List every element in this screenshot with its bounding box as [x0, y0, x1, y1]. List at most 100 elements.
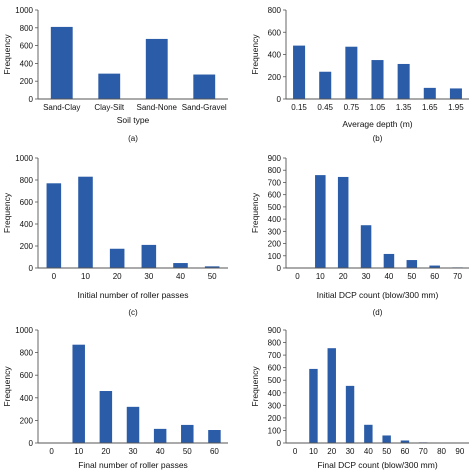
- x-tick-label: 1.95: [448, 103, 464, 112]
- bar-1.65: [423, 87, 436, 99]
- bar-1.95: [449, 88, 462, 99]
- bar-60: [429, 265, 440, 268]
- y-tick-label: 600: [268, 28, 282, 37]
- y-tick-label: 300: [268, 401, 282, 410]
- y-tick-label: 400: [20, 59, 34, 68]
- x-tick-label: 50: [208, 272, 217, 281]
- y-tick-label: 700: [268, 178, 282, 187]
- bar-Clay-Silt: [98, 73, 121, 99]
- x-tick-label: Clay-Silt: [94, 103, 125, 112]
- y-tick-label: 600: [268, 191, 282, 200]
- y-tick-label: 300: [268, 227, 282, 236]
- y-tick-label: 1000: [15, 154, 33, 163]
- y-tick-label: 800: [268, 6, 282, 15]
- y-tick-label: 100: [268, 252, 282, 261]
- x-tick-label: Sand-None: [137, 103, 178, 112]
- bar-10: [72, 344, 85, 443]
- y-tick-label: 200: [20, 77, 34, 86]
- bar-10: [78, 176, 93, 268]
- y-tick-label: 400: [268, 215, 282, 224]
- y-tick-label: 400: [20, 394, 34, 403]
- bar-60: [208, 430, 221, 443]
- chart-panel-5: 0 200 400 600 800 1000 0 10 20 30 40 50 60 Frequency F…: [2, 326, 228, 470]
- x-axis-label: Average depth (m): [342, 119, 412, 129]
- y-tick-label: 0: [29, 95, 34, 104]
- y-tick-label: 500: [268, 376, 282, 385]
- y-tick-label: 1000: [15, 6, 33, 15]
- x-tick-label: 50: [183, 447, 192, 456]
- y-axis-label: Frequency: [2, 192, 12, 233]
- bar-50: [382, 435, 391, 443]
- y-tick-label: 400: [268, 389, 282, 398]
- y-tick-label: 600: [20, 371, 34, 380]
- y-tick-label: 200: [268, 414, 282, 423]
- x-axis-label: Soil type: [117, 115, 150, 125]
- x-axis-label: Final number of roller passes: [78, 460, 188, 470]
- y-tick-label: 900: [268, 154, 282, 163]
- y-tick-label: 0: [29, 264, 34, 273]
- bar-20: [327, 348, 336, 443]
- x-tick-label: 40: [176, 272, 185, 281]
- chart-panel-3: 0 200 400 600 800 1000 0 10 20 30 40 50 Frequency Ini…: [2, 154, 228, 317]
- y-tick-label: 800: [268, 339, 282, 348]
- y-tick-label: 0: [277, 95, 282, 104]
- x-tick-label: 10: [316, 272, 325, 281]
- x-tick-label: 80: [437, 447, 446, 456]
- y-tick-label: 800: [20, 24, 34, 33]
- x-tick-label: 20: [339, 272, 348, 281]
- x-tick-label: 0: [52, 272, 57, 281]
- x-axis-label: Initial DCP count (blow/300 mm): [317, 290, 439, 300]
- y-tick-label: 400: [20, 220, 34, 229]
- y-tick-label: 700: [268, 351, 282, 360]
- x-tick-label: 20: [101, 447, 110, 456]
- y-tick-label: 0: [277, 264, 282, 273]
- bar-60: [400, 440, 410, 443]
- bar-Sand-None: [145, 38, 168, 99]
- x-tick-label: Sand-Gravel: [182, 103, 227, 112]
- panel-label: (a): [128, 134, 138, 143]
- chart-panel-2: 0 200 400 600 800 0.15 0.45 0.75 1.05 1.35 1.65 1.9…: [250, 6, 469, 143]
- x-tick-label: 0.15: [291, 103, 307, 112]
- y-axis-label: Frequency: [250, 34, 260, 75]
- bar-50: [204, 266, 220, 268]
- y-axis-label: Frequency: [250, 192, 260, 233]
- bar-50: [406, 260, 418, 268]
- x-tick-label: 50: [382, 447, 391, 456]
- y-tick-label: 0: [277, 439, 282, 448]
- bar-40: [383, 253, 395, 268]
- x-tick-label: 0: [293, 447, 298, 456]
- y-axis-label: Frequency: [2, 366, 12, 407]
- x-axis-label: Initial number of roller passes: [77, 290, 188, 300]
- x-tick-label: 60: [210, 447, 219, 456]
- bar-Sand-Gravel: [193, 74, 216, 99]
- y-tick-label: 500: [268, 203, 282, 212]
- y-tick-label: 1000: [15, 326, 33, 335]
- bar-20: [109, 248, 125, 268]
- y-tick-label: 600: [268, 364, 282, 373]
- bar-0.75: [345, 46, 358, 99]
- bar-30: [345, 385, 355, 443]
- bar-0.15: [293, 45, 306, 99]
- y-axis-label: Frequency: [250, 366, 260, 407]
- bar-1.05: [371, 60, 384, 99]
- bar-50: [181, 424, 194, 443]
- x-tick-label: 90: [455, 447, 464, 456]
- x-tick-label: 0.75: [344, 103, 360, 112]
- bar-20: [337, 176, 349, 268]
- x-axis-label: Final DCP count (blow/300 mm): [317, 460, 437, 470]
- bar-0.45: [319, 71, 332, 99]
- y-tick-label: 100: [268, 426, 282, 435]
- x-tick-label: 20: [113, 272, 122, 281]
- x-tick-label: 20: [327, 447, 336, 456]
- bar-30: [360, 225, 372, 268]
- x-tick-label: 1.35: [396, 103, 412, 112]
- bar-20: [99, 391, 113, 443]
- x-tick-label: 40: [156, 447, 165, 456]
- x-tick-label: 10: [309, 447, 318, 456]
- panel-label: (c): [128, 308, 138, 317]
- x-tick-label: 10: [74, 447, 83, 456]
- x-tick-label: 10: [81, 272, 90, 281]
- x-tick-label: 0.45: [317, 103, 333, 112]
- x-tick-label: 50: [407, 272, 416, 281]
